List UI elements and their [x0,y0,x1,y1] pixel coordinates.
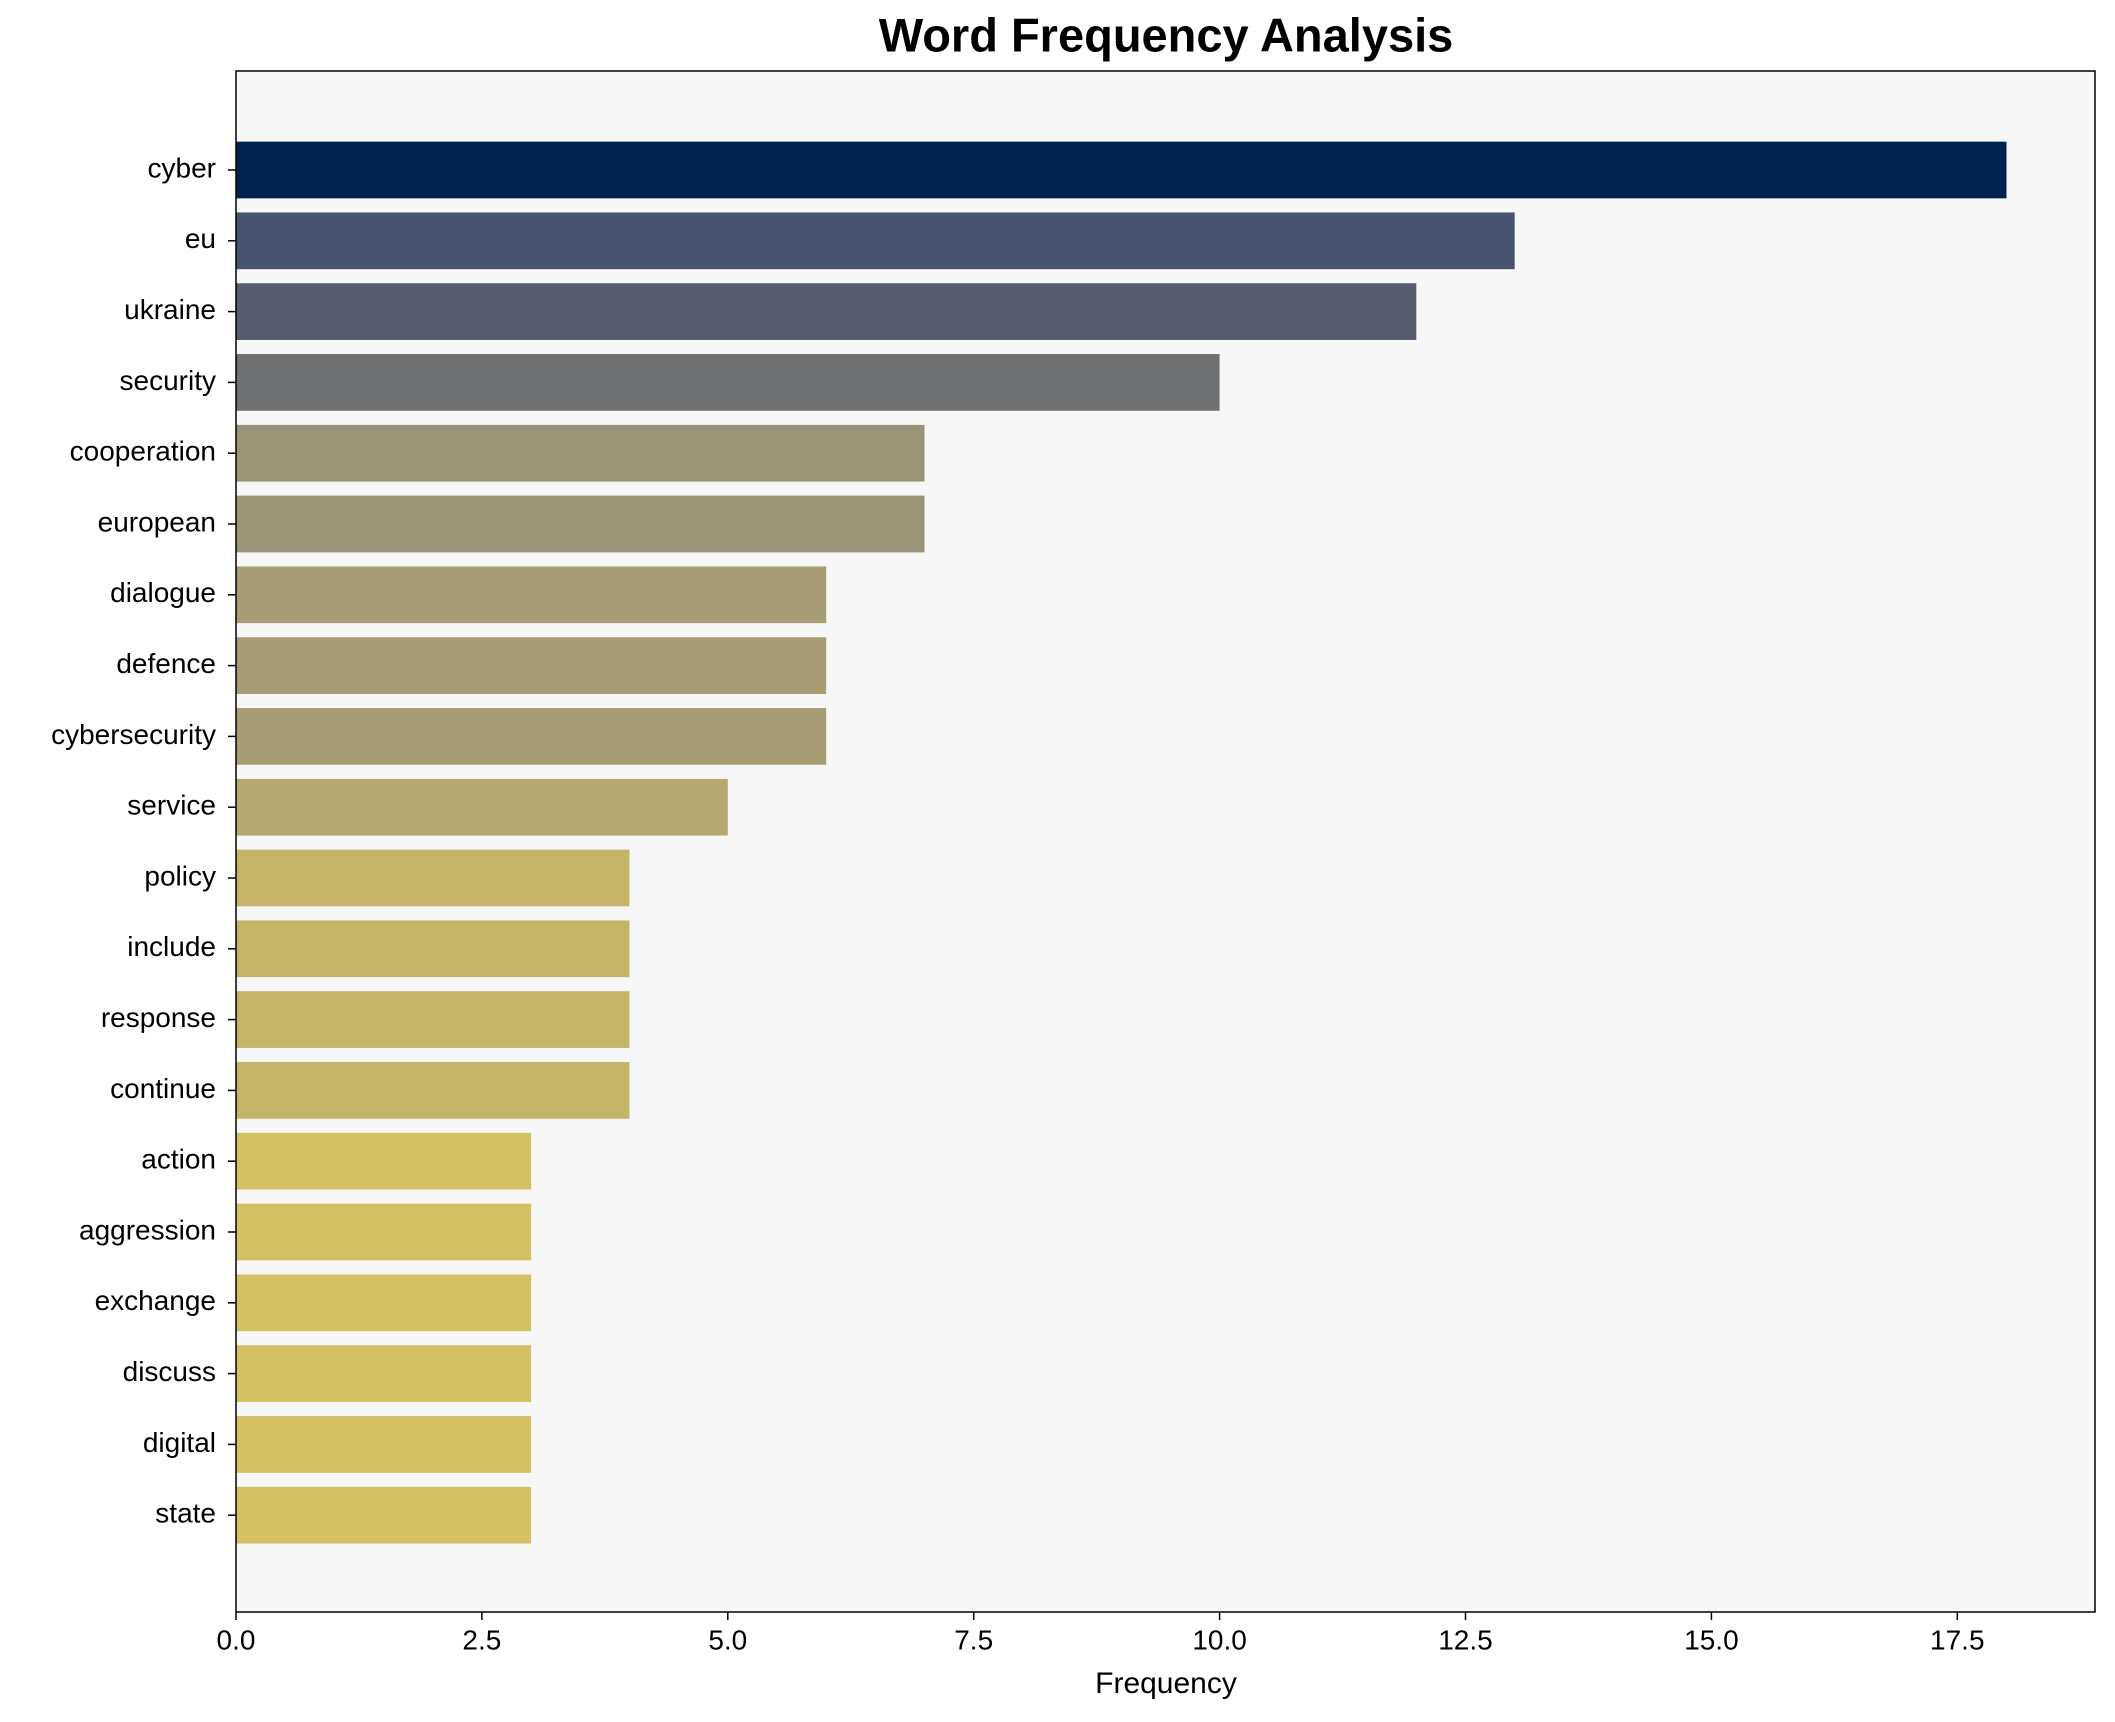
bar [236,212,1515,270]
bar [236,849,630,907]
x-tick-label: 5.0 [708,1624,747,1655]
bar [236,566,827,624]
y-tick-label: eu [185,223,216,254]
x-tick-label: 12.5 [1438,1624,1493,1655]
x-axis-label: Frequency [1095,1667,1237,1700]
bar [236,1345,532,1402]
bar [236,495,925,553]
plot-frame [235,70,2096,1613]
bar [236,1132,532,1190]
x-tick-label: 7.5 [954,1624,993,1655]
x-tick-label: 2.5 [462,1624,501,1655]
y-tick-label: service [127,790,216,821]
x-tick-label: 17.5 [1930,1624,1985,1655]
bar [236,637,827,694]
y-tick-label: exchange [95,1285,216,1316]
bar [236,354,1220,411]
bar [236,708,827,765]
bar [236,1486,532,1544]
y-tick-label: european [98,506,216,537]
y-tick-label: state [155,1498,216,1529]
bar [236,1062,630,1119]
y-tick-label: security [120,365,216,396]
y-tick-label: cyber [148,152,216,183]
y-tick-label: dialogue [110,577,216,608]
y-tick-label: action [141,1144,216,1175]
bar [236,778,728,836]
x-tick-label: 10.0 [1192,1624,1247,1655]
bar [236,141,2007,199]
y-tick-label: aggression [79,1214,216,1245]
y-tick-label: policy [144,860,216,891]
bar [236,920,630,978]
y-tick-label: cybersecurity [51,719,216,750]
bar [236,1274,532,1332]
chart-title: Word Frequency Analysis [879,8,1454,61]
y-tick-label: include [127,931,216,962]
bar [236,1203,532,1261]
bar [236,424,925,482]
y-tick-label: defence [116,648,216,679]
y-tick-label: ukraine [124,294,216,325]
y-tick-label: response [101,1002,216,1033]
y-tick-label: continue [110,1073,216,1104]
y-tick-label: cooperation [70,436,216,467]
x-tick-label: 0.0 [217,1624,256,1655]
bar [236,1416,532,1473]
x-tick-label: 15.0 [1684,1624,1739,1655]
bar [236,283,1417,340]
bar [236,991,630,1048]
y-tick-label: discuss [123,1356,216,1387]
y-tick-label: digital [143,1427,216,1458]
